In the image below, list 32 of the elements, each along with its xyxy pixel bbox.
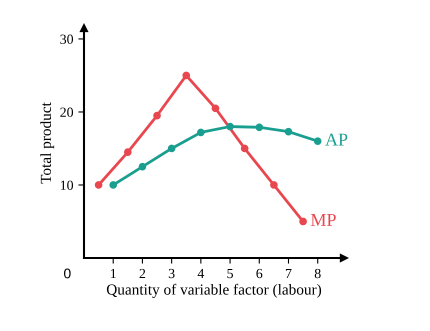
series-label: MP	[310, 214, 336, 226]
point	[226, 122, 234, 130]
x-tick-label: 5	[227, 268, 233, 278]
y-tick-label: 20	[60, 108, 74, 117]
point	[168, 144, 176, 152]
point	[212, 104, 220, 112]
point	[138, 162, 146, 171]
y-tick-label: 10	[60, 180, 74, 190]
point	[270, 181, 278, 189]
x-tick-label: 1	[110, 268, 116, 278]
point	[314, 137, 322, 145]
point	[255, 123, 264, 132]
y-tick-label: 30	[60, 34, 74, 44]
x-tick-label: 8	[314, 268, 321, 278]
x-tick-label: 2	[140, 268, 146, 278]
point	[197, 128, 205, 136]
series-label: AP	[325, 134, 348, 146]
point	[124, 148, 132, 156]
x-tick-label: 4	[198, 268, 204, 278]
point	[109, 181, 118, 189]
text: 0	[64, 268, 71, 278]
point	[182, 72, 190, 80]
y-axis-title: Total product	[40, 102, 54, 184]
point	[94, 181, 102, 189]
point	[299, 218, 307, 226]
x-axis-title: Quantity of variable factor (labour)	[106, 284, 322, 298]
x-tick-label: 3	[168, 268, 175, 278]
point	[284, 128, 292, 136]
point	[240, 144, 248, 152]
x-tick-label: 7	[286, 268, 292, 278]
x-tick-label: 6	[256, 268, 262, 278]
point	[153, 112, 161, 120]
